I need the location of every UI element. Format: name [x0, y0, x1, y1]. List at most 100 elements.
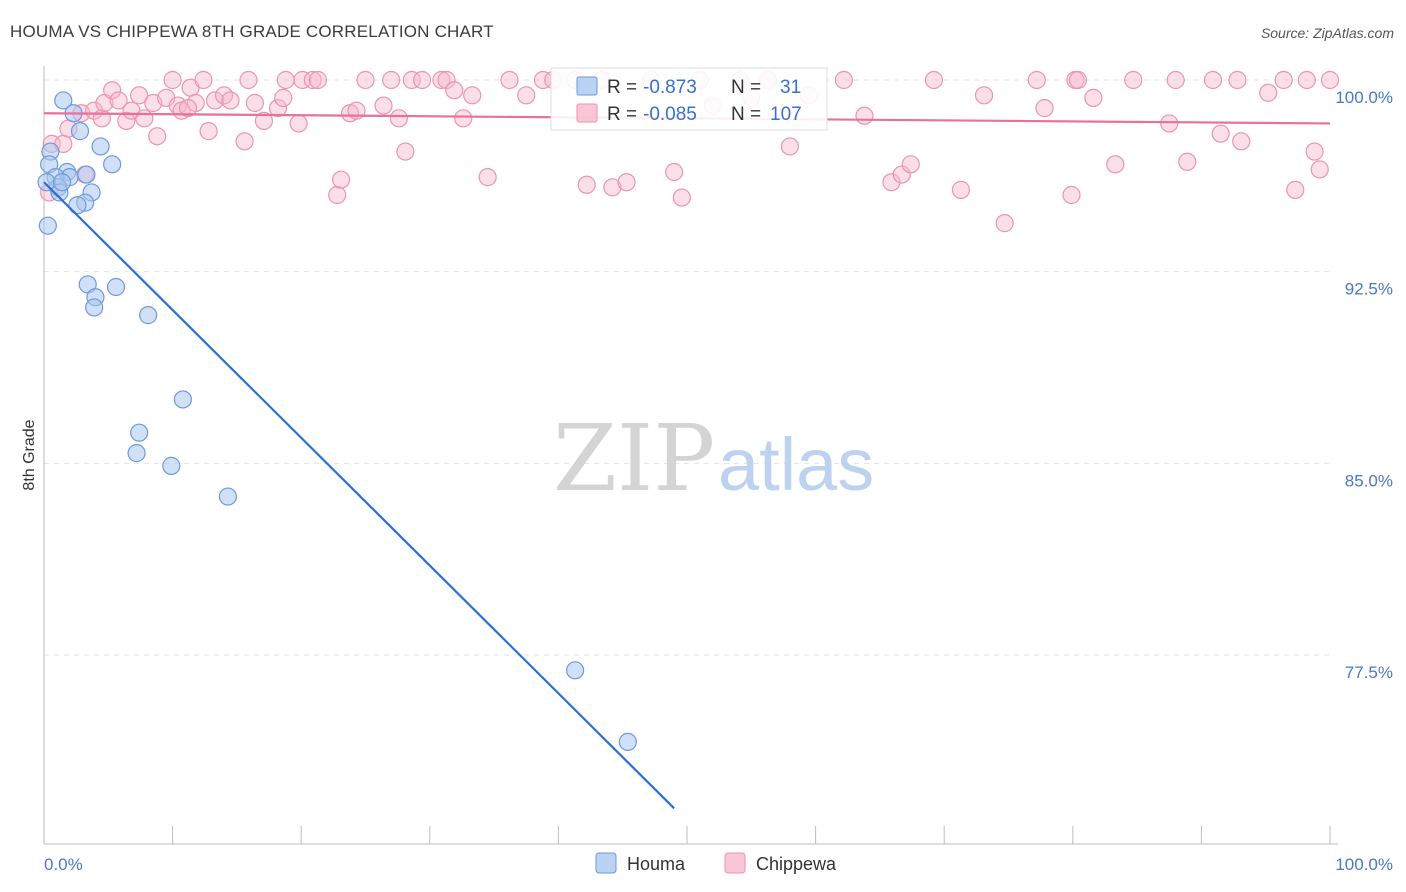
chippewa-point [402, 70, 421, 90]
chippewa-point [85, 101, 104, 120]
houma-point [70, 122, 90, 141]
chippewa-point [235, 132, 254, 151]
houma-point [173, 390, 192, 409]
houma-point [38, 216, 57, 235]
legend-chippewa-swatch [576, 103, 598, 123]
chippewa-point [331, 170, 351, 189]
chippewa-point [617, 173, 636, 192]
chippewa-point [437, 70, 456, 90]
chippewa-point [1320, 70, 1340, 90]
legend-houma-n-label: N = [731, 77, 761, 98]
chippewa-point [109, 91, 128, 110]
chippewa-point [1286, 180, 1305, 199]
houma-point [85, 298, 104, 317]
chippewa-point [901, 155, 920, 174]
chippewa-point [178, 99, 198, 118]
houma-point [566, 661, 585, 680]
x-tick-labels: 0.0% 100.0% [44, 855, 1393, 874]
chippewa-point [1084, 88, 1103, 107]
y-tick-label: 85.0% [1345, 471, 1393, 490]
chippewa-point [221, 91, 240, 110]
chippewa-point [1305, 142, 1324, 161]
chippewa-point [163, 70, 182, 90]
chippewa-point [1062, 185, 1081, 205]
chippewa-point [199, 122, 218, 141]
legend-chippewa-n-value: 107 [770, 104, 802, 125]
chippewa-point [882, 173, 901, 192]
chippewa-point [374, 96, 393, 115]
chippewa-point [412, 70, 432, 90]
houma-point [54, 91, 73, 110]
bottom-legend-houma-label: Houma [627, 854, 686, 874]
bottom-legend-chippewa-label: Chippewa [756, 854, 837, 874]
chippewa-point [1124, 70, 1143, 90]
chippewa-point [1211, 124, 1230, 143]
watermark-atlas: atlas [718, 423, 874, 506]
chippewa-point [254, 111, 274, 130]
chippewa-point [148, 127, 167, 146]
chippewa-point [389, 109, 409, 128]
houma-point [127, 444, 146, 463]
x-tick-label: 100.0% [1335, 855, 1393, 874]
bottom-legend-houma-swatch [595, 852, 617, 874]
legend-chippewa-n-label: N = [731, 104, 761, 125]
chippewa-point [396, 142, 415, 161]
chippewa-point [194, 70, 213, 90]
gridlines [44, 79, 1330, 656]
houma-point [91, 137, 110, 156]
chippewa-point [1027, 70, 1046, 90]
legend-houma-r-label: R = [607, 77, 637, 98]
chippewa-point [463, 86, 482, 105]
y-tick-label: 77.5% [1345, 663, 1393, 682]
axes [43, 66, 1338, 845]
chippewa-point [1106, 155, 1125, 174]
houma-points [37, 91, 637, 751]
chippewa-point [672, 188, 691, 207]
chippewa-point [445, 81, 464, 100]
chippewa-point [245, 93, 265, 113]
chippewa-point [135, 109, 154, 128]
chippewa-point [1166, 70, 1185, 90]
chippewa-point [1068, 70, 1088, 90]
houma-point [106, 277, 126, 297]
chippewa-point [892, 165, 911, 184]
y-tick-labels: 100.0% 92.5% 85.0% 77.5% [1335, 88, 1393, 682]
chippewa-point [274, 88, 293, 107]
legend-houma-n-value: 31 [780, 77, 801, 98]
legend-houma-swatch [576, 76, 598, 96]
legend-chippewa-r-value: -0.085 [643, 104, 697, 125]
chippewa-point [1203, 70, 1223, 90]
x-tick-label: 0.0% [44, 855, 83, 874]
chippewa-point [1297, 70, 1316, 90]
houma-trend-line [43, 181, 675, 810]
chippewa-point [303, 70, 322, 90]
chippewa-point [780, 137, 799, 156]
bottom-legend-chippewa-swatch [724, 852, 746, 874]
chippewa-point [454, 109, 473, 128]
chippewa-point [478, 168, 497, 187]
chippewa-point [834, 70, 853, 90]
chippewa-point [1035, 99, 1054, 118]
correlation-legend: R = -0.873 N = 31 R = -0.085 N = 107 [550, 67, 828, 131]
chippewa-point [130, 86, 149, 105]
chippewa-point [308, 70, 328, 90]
y-axis-title: 8th Grade [21, 419, 38, 490]
houma-point [130, 423, 149, 442]
houma-point [37, 173, 56, 192]
chippewa-point [1310, 160, 1329, 179]
chippewa-point [974, 86, 994, 105]
chippewa-point [855, 106, 874, 125]
chippewa-point [1228, 70, 1247, 90]
chippewa-point [276, 70, 295, 90]
chippewa-point [1178, 152, 1197, 171]
chippewa-point [239, 70, 258, 90]
chippewa-point [1274, 70, 1293, 90]
chippewa-point [289, 114, 308, 133]
chippewa-point [103, 81, 122, 100]
y-tick-label: 100.0% [1335, 88, 1393, 107]
chippewa-point [995, 214, 1014, 233]
houma-point [52, 173, 72, 192]
chippewa-point [117, 111, 136, 130]
houma-point [218, 487, 237, 506]
